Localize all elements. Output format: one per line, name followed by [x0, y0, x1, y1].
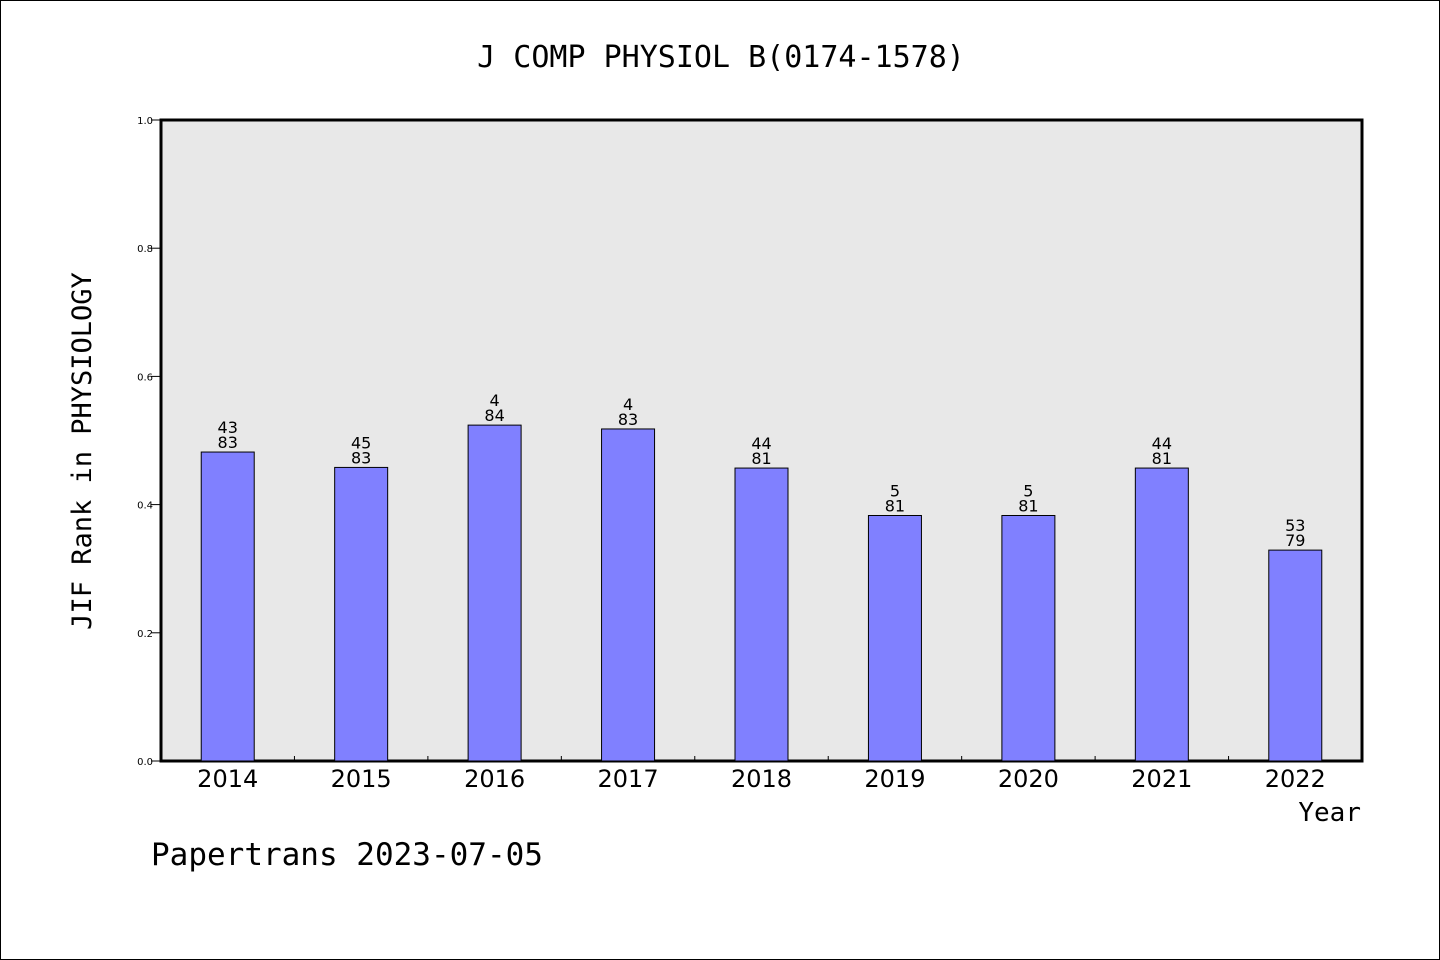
bar-2022 [1268, 549, 1323, 762]
bar-rank-label: 43 [218, 418, 238, 437]
source-footer: Papertrans 2023-07-05 [151, 837, 543, 873]
bar-total-label: 81 [1018, 496, 1038, 515]
y-axis-ticks: 0.0 0.2 0.4 0.6 0.8 1.0 [137, 116, 161, 768]
x-tick-label: 2021 [1131, 765, 1192, 793]
bar-rank-label: 44 [1152, 434, 1172, 453]
bar-rank-label: 45 [351, 433, 371, 452]
bar-2019 [867, 514, 922, 762]
bar-rank-label: 44 [751, 434, 771, 453]
x-tick-label: 2020 [998, 765, 1059, 793]
bar-rank-label: 5 [890, 481, 900, 500]
y-tick-label: 0.6 [137, 372, 153, 383]
y-tick-label: 0.0 [137, 757, 153, 768]
bar-2016 [467, 424, 522, 762]
x-axis-ticks [293, 756, 1230, 761]
bar-rank-label: 5 [1023, 481, 1033, 500]
y-tick-label: 0.4 [137, 501, 153, 512]
bar-2017 [601, 428, 656, 762]
y-axis-label: JIF Rank in PHYSIOLOGY [67, 272, 98, 630]
x-tick-label: 2018 [731, 765, 792, 793]
x-tick-label: 2016 [464, 765, 525, 793]
bars [200, 424, 1323, 762]
x-tick-labels: 2014 2015 2016 2017 2018 2019 2020 2021 2022 [197, 765, 1326, 793]
y-tick-label: 0.2 [137, 629, 153, 640]
bar-total-label: 81 [1152, 449, 1172, 468]
bar-2018 [734, 467, 789, 762]
bar-total-label: 81 [751, 449, 771, 468]
bar-total-label: 83 [218, 433, 238, 452]
x-tick-label: 2022 [1265, 765, 1326, 793]
bar-2015 [334, 466, 389, 762]
bar-2014 [200, 451, 255, 762]
bar-rank-label: 4 [623, 395, 633, 414]
y-tick-label: 1.0 [137, 116, 153, 127]
x-tick-label: 2017 [598, 765, 659, 793]
bar-total-label: 83 [351, 448, 371, 467]
y-tick-label: 0.8 [137, 244, 153, 255]
x-tick-label: 2014 [197, 765, 258, 793]
x-tick-label: 2019 [864, 765, 925, 793]
bar-total-label: 83 [618, 410, 638, 429]
bar-total-label: 84 [484, 406, 504, 425]
x-axis-label: Year [1298, 798, 1361, 828]
bar-2021 [1134, 467, 1189, 762]
chart-title: J COMP PHYSIOL B(0174-1578) [477, 40, 965, 75]
bar-2020 [1001, 514, 1056, 762]
bar-total-label: 81 [885, 496, 905, 515]
bar-total-label: 79 [1285, 531, 1305, 550]
x-tick-label: 2015 [331, 765, 392, 793]
bar-rank-label: 4 [490, 391, 500, 410]
bar-rank-label: 53 [1285, 516, 1305, 535]
